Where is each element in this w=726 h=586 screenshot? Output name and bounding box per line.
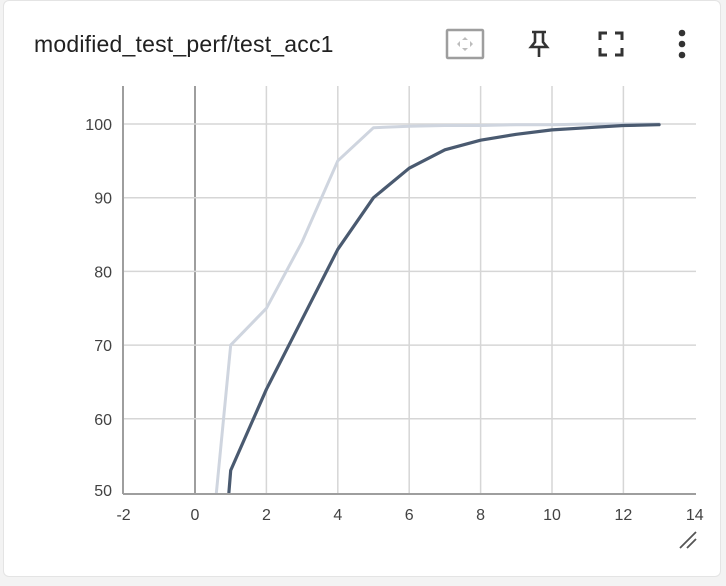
card-header: modified_test_perf/test_acc1 xyxy=(4,1,720,89)
x-tick-label: 10 xyxy=(543,507,561,524)
fit-domain-icon xyxy=(445,28,485,60)
x-tick-label: -2 xyxy=(116,507,130,524)
card-title: modified_test_perf/test_acc1 xyxy=(34,31,334,57)
more-options-button[interactable] xyxy=(661,25,703,63)
y-tick-label: 60 xyxy=(94,412,112,429)
x-tick-label: 2 xyxy=(262,507,271,524)
y-tick-label: 50 xyxy=(94,483,112,500)
y-tick-label: 90 xyxy=(94,191,112,208)
fullscreen-icon xyxy=(597,30,625,58)
fit-domain-button[interactable] xyxy=(444,25,486,63)
resize-icon xyxy=(676,531,698,554)
y-tick-label: 100 xyxy=(85,117,112,134)
series-line-main[interactable] xyxy=(227,123,661,494)
x-tick-label: 6 xyxy=(405,507,414,524)
resize-handle[interactable] xyxy=(676,528,698,550)
x-tick-label: 14 xyxy=(686,507,704,524)
x-tick-label: 4 xyxy=(333,507,342,524)
x-tick-label: 8 xyxy=(476,507,485,524)
y-tick-label: 70 xyxy=(94,338,112,355)
pin-icon xyxy=(526,29,552,59)
pin-button[interactable] xyxy=(518,25,560,63)
x-tick-label: 12 xyxy=(615,507,633,524)
fullscreen-button[interactable] xyxy=(590,25,632,63)
x-tick-label: 0 xyxy=(191,507,200,524)
series-line-smoothed[interactable] xyxy=(214,122,661,494)
y-tick-label: 80 xyxy=(94,264,112,281)
more-vert-icon xyxy=(677,28,687,60)
